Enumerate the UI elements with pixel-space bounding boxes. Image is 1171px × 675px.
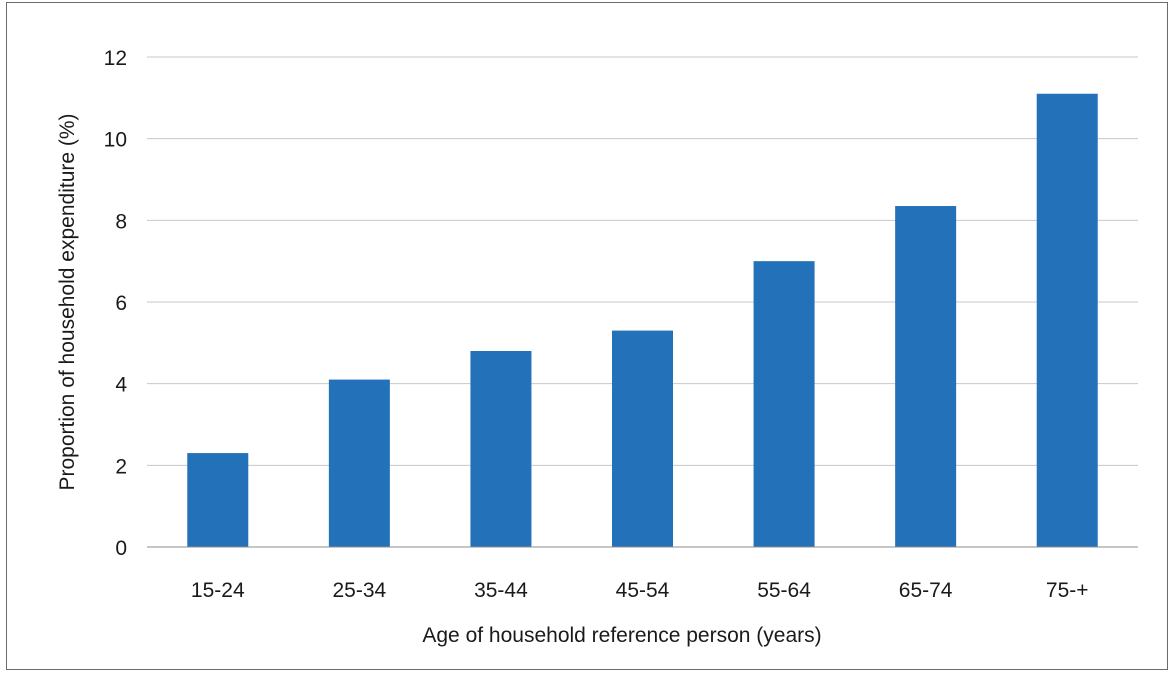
x-tick-labels: 15-24 25-34 35-44 45-54 55-64 65-74 75-+ (191, 579, 1089, 602)
bar-65-74 (895, 206, 957, 547)
y-tick-label: 8 (115, 210, 127, 233)
y-tick-label: 4 (115, 374, 127, 397)
x-tick-label: 15-24 (191, 579, 245, 602)
bar-35-44 (470, 351, 532, 547)
bar-45-54 (612, 330, 673, 547)
bar-25-34 (328, 379, 390, 547)
y-tick-labels: 0 2 4 6 8 10 12 (104, 47, 128, 560)
x-axis-title: Age of household reference person (years… (422, 624, 821, 647)
bar-75-+ (1036, 93, 1098, 547)
y-tick-label: 2 (115, 455, 127, 478)
y-tick-label: 12 (104, 47, 127, 70)
x-tick-label: 75-+ (1046, 579, 1089, 602)
bar-15-24 (187, 453, 249, 547)
bars (187, 93, 1098, 547)
y-tick-label: 6 (115, 292, 127, 315)
x-tick-label: 25-34 (332, 579, 386, 602)
bar-55-64 (753, 261, 815, 547)
x-tick-label: 65-74 (899, 579, 953, 602)
y-axis-title: Proportion of household expenditure (%) (56, 113, 79, 490)
y-tick-label: 0 (115, 537, 127, 560)
gridlines (147, 56, 1138, 466)
x-tick-label: 35-44 (474, 579, 528, 602)
chart-frame (6, 2, 1168, 670)
y-tick-label: 10 (104, 129, 127, 152)
x-tick-label: 45-54 (616, 579, 670, 602)
x-tick-label: 55-64 (757, 579, 811, 602)
